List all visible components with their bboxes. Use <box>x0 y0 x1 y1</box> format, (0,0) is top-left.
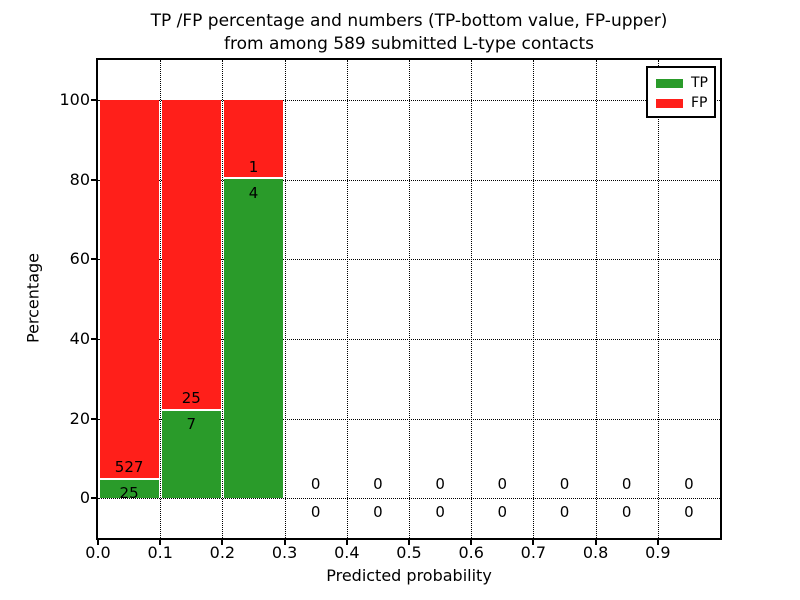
y-tick-mark <box>91 258 96 261</box>
x-tick-mark <box>221 540 224 545</box>
bar-segment-tp <box>99 480 159 499</box>
chart-title-line1: TP /FP percentage and numbers (TP-bottom… <box>150 11 668 31</box>
tp-count-label: 0 <box>310 503 321 522</box>
fp-count-label: 0 <box>621 475 632 494</box>
legend-label: TP <box>691 75 708 91</box>
v-gridline <box>160 60 162 538</box>
x-tick-mark <box>470 540 473 545</box>
tp-count-label: 0 <box>435 503 445 522</box>
bar-segment-fp <box>99 99 159 481</box>
x-tick-mark <box>345 540 348 545</box>
x-tick-label: 0.3 <box>271 543 298 562</box>
bar-segment-fp <box>161 99 221 411</box>
tp-count-label: 4 <box>248 183 259 202</box>
v-gridline <box>595 60 597 538</box>
fp-count-label: 0 <box>497 475 508 494</box>
legend: TP FP <box>646 66 716 118</box>
stacked-bar <box>99 99 159 499</box>
fp-count-label: 0 <box>684 475 694 494</box>
x-tick-mark <box>97 540 99 545</box>
x-tick-label: 0.7 <box>520 543 547 562</box>
v-gridline <box>471 60 473 538</box>
v-gridline <box>657 60 659 538</box>
tp-count-label: 0 <box>684 503 694 522</box>
legend-item-fp: FP <box>648 93 714 113</box>
stacked-bar <box>161 99 221 499</box>
tp-count-label: 0 <box>559 503 570 522</box>
tp-count-label: 0 <box>373 503 383 522</box>
y-axis-label: Percentage <box>23 252 43 344</box>
bar-segment-tp <box>161 411 221 499</box>
tp-count-label: 25 <box>119 484 139 503</box>
x-tick-label: 0.5 <box>396 543 422 562</box>
tp-count-label: 7 <box>186 415 197 433</box>
y-tick-mark <box>91 417 96 420</box>
bar-segment-fp <box>223 99 284 180</box>
x-tick-mark <box>408 540 410 545</box>
fp-count-label: 0 <box>310 475 321 494</box>
fp-count-label: 1 <box>248 157 259 176</box>
v-gridline <box>222 60 224 538</box>
bar-segment-tp <box>223 179 284 499</box>
chart-title-line2: from among 589 submitted L-type contacts <box>223 34 594 54</box>
x-tick-label: 0.0 <box>85 543 111 562</box>
fp-count-label: 527 <box>114 458 144 477</box>
x-tick-label: 0.1 <box>147 543 173 562</box>
x-tick-label: 0.2 <box>209 543 236 562</box>
y-tick-label: 80 <box>69 169 90 189</box>
legend-item-tp: TP <box>648 73 714 93</box>
v-gridline <box>409 60 410 538</box>
y-tick-mark <box>91 497 96 500</box>
y-tick-label: 100 <box>59 89 90 109</box>
y-tick-label: 40 <box>69 328 90 348</box>
legend-label: FP <box>691 95 708 111</box>
y-tick-mark <box>91 337 96 340</box>
x-axis-label: Predicted probability <box>326 566 492 585</box>
fp-count-label: 0 <box>373 475 383 494</box>
y-tick-label: 20 <box>69 408 90 428</box>
v-gridline <box>346 60 348 538</box>
y-tick-label: 0 <box>79 488 90 508</box>
legend-swatch-tp-icon <box>656 78 683 88</box>
x-tick-mark <box>594 540 597 545</box>
y-tick-mark <box>91 98 96 101</box>
legend-swatch-fp-icon <box>656 98 683 108</box>
tp-count-label: 0 <box>497 503 508 522</box>
x-tick-label: 0.8 <box>582 543 609 562</box>
stacked-bar <box>223 99 284 499</box>
plot-area: 527 25 25 7 1 4 0 0 0 0 0 0 0 0 0 0 0 0 0 0 TP FP <box>96 58 722 540</box>
v-gridline <box>284 60 286 538</box>
fp-count-label: 0 <box>559 475 570 494</box>
v-gridline <box>533 60 535 538</box>
x-tick-label: 0.9 <box>645 543 671 562</box>
x-tick-label: 0.4 <box>334 543 360 562</box>
fp-count-label: 0 <box>435 475 445 494</box>
y-tick-label: 60 <box>69 249 90 269</box>
x-tick-mark <box>159 540 162 545</box>
x-tick-mark <box>283 540 286 545</box>
fp-count-label: 25 <box>181 389 201 407</box>
x-tick-mark <box>656 540 659 545</box>
tp-count-label: 0 <box>621 503 632 522</box>
chart-title: TP /FP percentage and numbers (TP-bottom… <box>96 10 722 56</box>
x-tick-label: 0.6 <box>458 543 484 562</box>
x-tick-mark <box>532 540 535 545</box>
y-tick-mark <box>91 178 96 181</box>
